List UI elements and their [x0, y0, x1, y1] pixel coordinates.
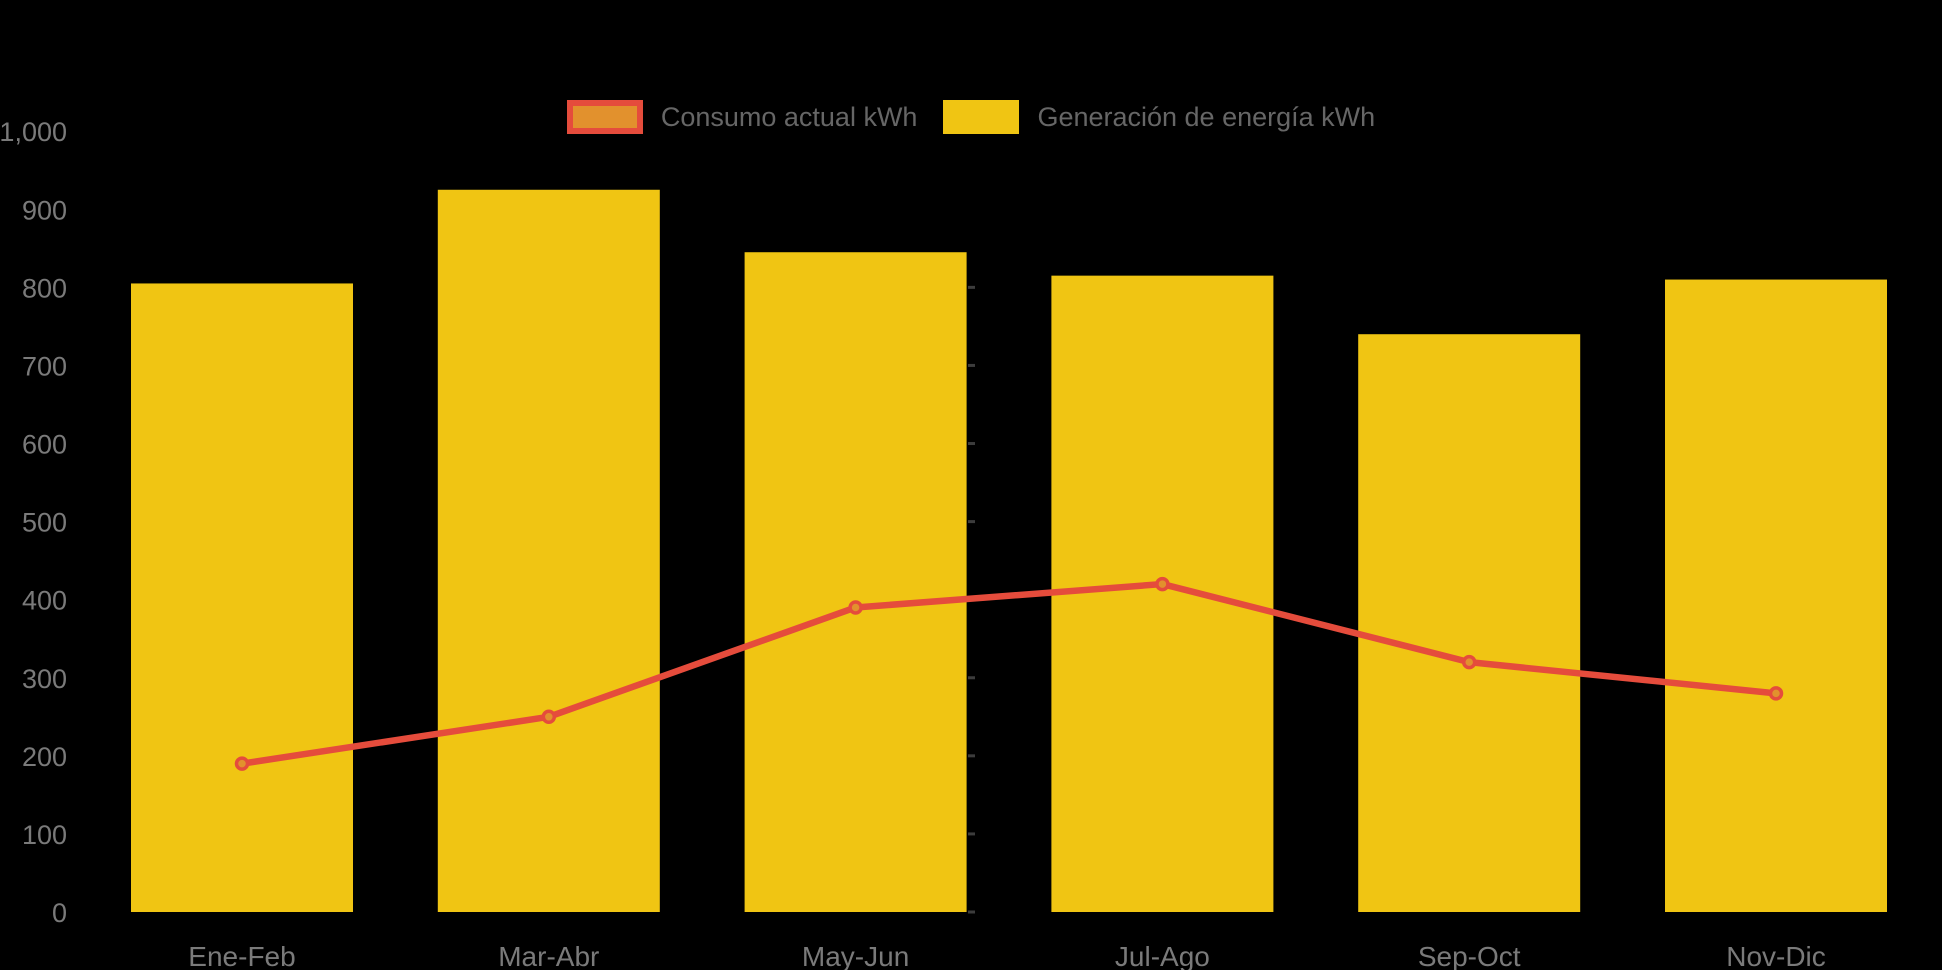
- line-point-may-jun[interactable]: [848, 600, 863, 615]
- y-axis-tick-label: 900: [22, 195, 67, 225]
- legend-item-generacion[interactable]: Generación de energía kWh: [943, 100, 1375, 134]
- bar-may-jun[interactable]: [744, 252, 967, 912]
- y-axis-tick-label: 100: [22, 820, 67, 850]
- y-axis-tick-label: 700: [22, 351, 67, 381]
- x-axis-label-jul-ago: Jul-Ago: [1115, 941, 1210, 970]
- line-point-nov-dic[interactable]: [1768, 686, 1784, 701]
- x-axis-label-mar-abr: Mar-Abr: [498, 941, 599, 970]
- consumption-line: [241, 580, 1777, 767]
- x-axis-label-ene-feb: Ene-Feb: [188, 941, 295, 970]
- bar-nov-dic[interactable]: [1665, 279, 1887, 912]
- line-point-ene-feb[interactable]: [234, 756, 250, 771]
- chart-legend: Consumo actual kWh Generación de energía…: [0, 100, 1942, 134]
- y-axis-tick-label: 500: [22, 508, 67, 538]
- y-axis-tick-label: 0: [52, 898, 67, 928]
- bar-sep-oct[interactable]: [1358, 334, 1581, 912]
- x-axis-label-nov-dic: Nov-Dic: [1726, 941, 1826, 970]
- legend-swatch-consumo-icon: [566, 100, 643, 134]
- legend-label-consumo: Consumo actual kWh: [660, 101, 918, 132]
- bar-ene-feb[interactable]: [131, 283, 353, 912]
- y-axis-tick-label: 1,000: [0, 117, 67, 147]
- y-axis-tick-label: 300: [22, 664, 67, 694]
- y-axis-tick-label: 600: [22, 430, 67, 460]
- bar-mar-abr[interactable]: [437, 189, 660, 912]
- line-point-jul-ago[interactable]: [1155, 576, 1170, 592]
- y-axis-tick-label: 800: [22, 273, 67, 303]
- legend-item-consumo[interactable]: Consumo actual kWh: [566, 100, 918, 134]
- line-point-sep-oct[interactable]: [1461, 654, 1477, 670]
- y-axis-tick-label: 200: [22, 742, 67, 772]
- bar-jul-ago[interactable]: [1051, 275, 1274, 912]
- line-point-mar-abr[interactable]: [541, 709, 557, 725]
- x-axis-label-may-jun: May-Jun: [802, 941, 909, 970]
- legend-swatch-generacion-icon: [943, 100, 1020, 134]
- x-axis-label-sep-oct: Sep-Oct: [1418, 941, 1521, 970]
- legend-label-generacion: Generación de energía kWh: [1037, 101, 1376, 132]
- y-axis-tick-label: 400: [22, 586, 67, 616]
